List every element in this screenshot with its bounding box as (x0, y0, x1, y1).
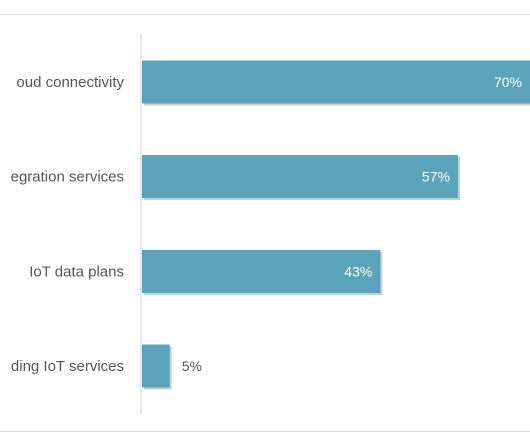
category-label: oud connectivity (16, 74, 124, 91)
bar-value-label: 43% (344, 264, 372, 280)
bar-4 (142, 344, 170, 388)
category-label: egration services (11, 169, 124, 186)
category-label: IoT data plans (29, 264, 124, 281)
bar-value-label: 57% (422, 169, 450, 185)
bar-value-label: 5% (182, 358, 202, 374)
bar-value-label: 70% (494, 74, 522, 90)
bar-2 (142, 155, 458, 198)
bar-1 (142, 60, 530, 104)
bar-series: 70% 57% 43% 5% (142, 60, 530, 390)
chart-frame-bottom-border (0, 431, 530, 432)
chart-frame-top-border (0, 14, 530, 15)
bar-3 (142, 250, 381, 293)
category-label: ding IoT services (11, 358, 124, 375)
category-labels: oud connectivity egration services IoT dat… (11, 74, 125, 375)
